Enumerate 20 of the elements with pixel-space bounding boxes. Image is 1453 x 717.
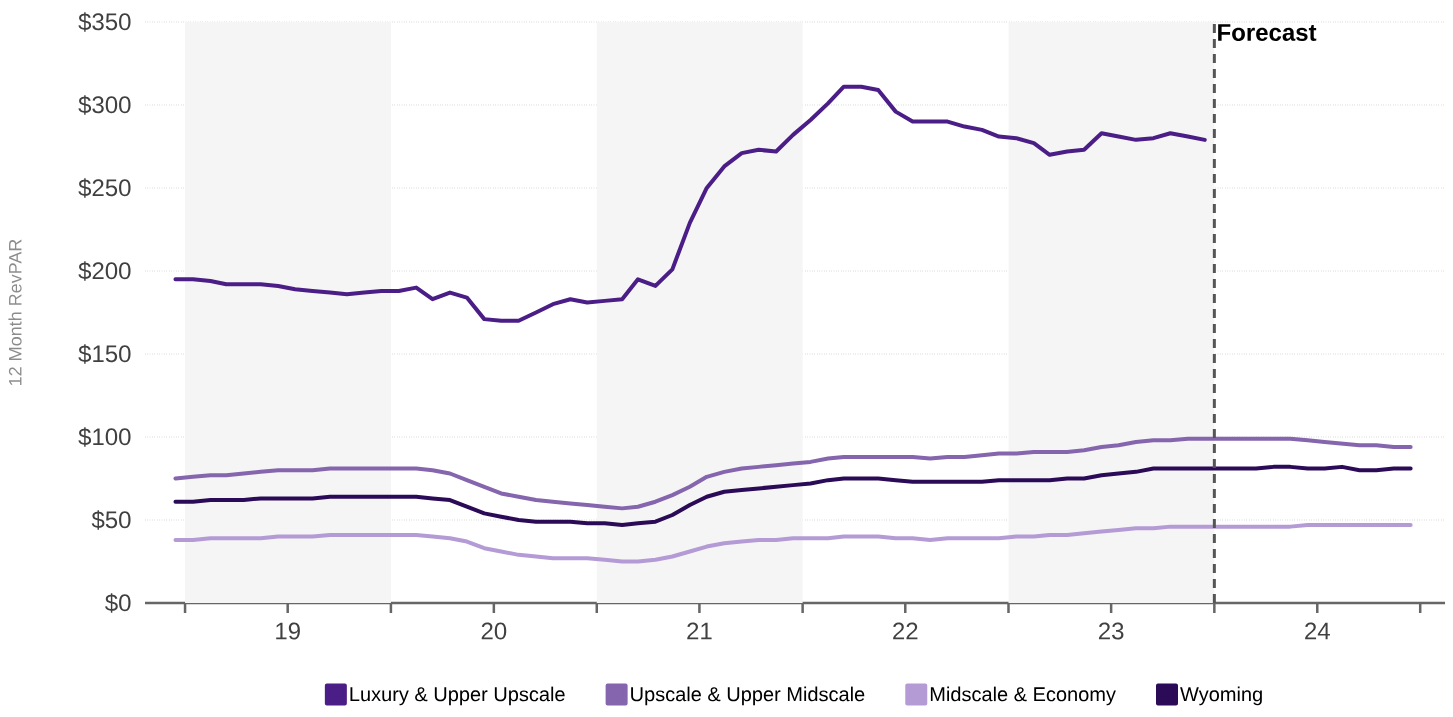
legend-label: Luxury & Upper Upscale bbox=[350, 686, 565, 706]
y-tick-label: $250 bbox=[78, 178, 131, 198]
y-tick-label: $0 bbox=[105, 593, 131, 613]
ref-line-label: Forecast bbox=[1218, 24, 1317, 41]
y-tick-label: $150 bbox=[78, 344, 131, 364]
x-tick-label: 23 bbox=[1099, 622, 1124, 640]
legend-label: Midscale & Economy bbox=[930, 686, 1116, 706]
y-axis-title: 12 Month RevPAR bbox=[8, 239, 22, 385]
legend-label: Wyoming bbox=[1180, 686, 1262, 706]
y-tick-label: $100 bbox=[78, 427, 131, 447]
y-tick-label: $200 bbox=[78, 261, 131, 281]
legend-label: Upscale & Upper Midscale bbox=[631, 686, 865, 706]
x-tick-label: 21 bbox=[687, 622, 712, 640]
x-tick-label: 19 bbox=[276, 622, 300, 640]
y-tick-label: $350 bbox=[78, 12, 131, 32]
x-tick-label: 24 bbox=[1305, 622, 1330, 640]
y-tick-label: $50 bbox=[91, 510, 131, 530]
x-tick-label: 22 bbox=[893, 622, 918, 640]
y-tick-label: $300 bbox=[78, 95, 131, 115]
x-tick-label: 20 bbox=[481, 622, 507, 640]
